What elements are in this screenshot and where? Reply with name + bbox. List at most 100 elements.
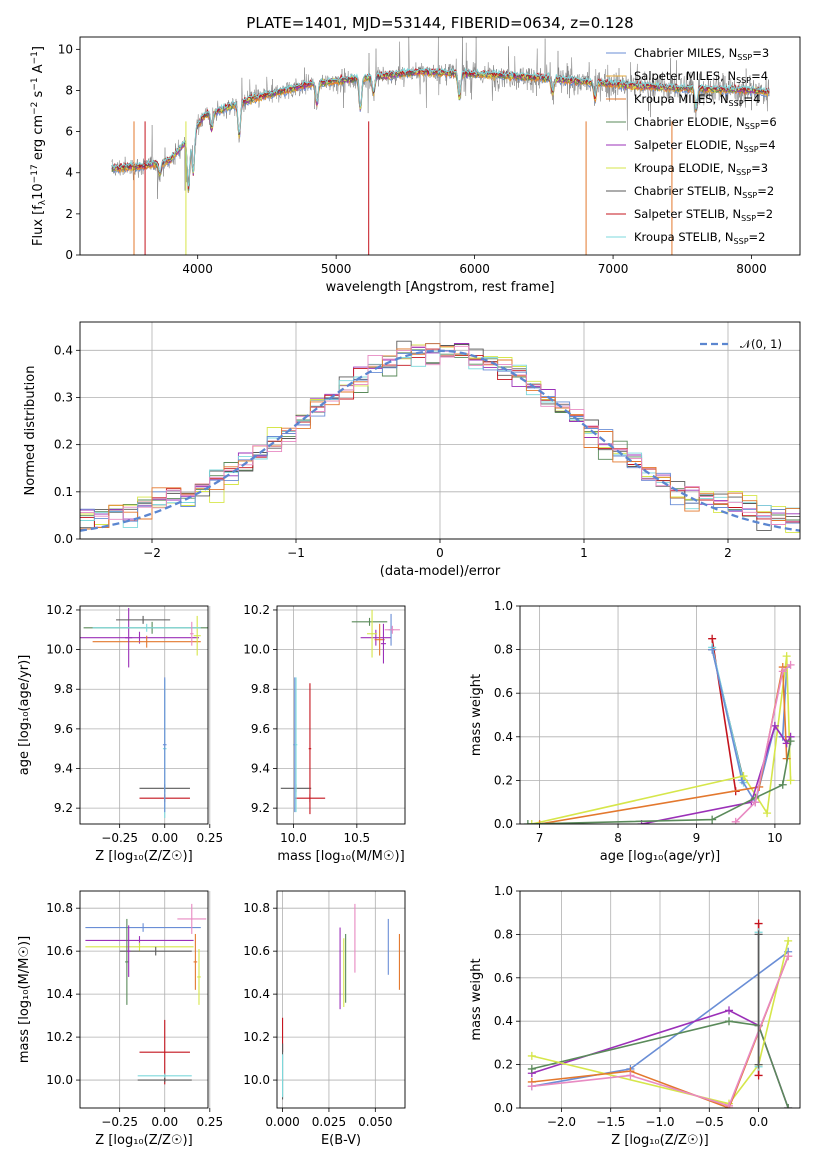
x-tick-label: 10	[767, 831, 782, 845]
plot-area	[282, 903, 400, 1100]
y-tick-label: 0.8	[494, 927, 513, 941]
plus-marker	[784, 936, 793, 945]
y-tick-label: 10.2	[243, 603, 270, 617]
axes-frame	[79, 321, 801, 540]
plus-marker	[778, 780, 787, 789]
y-tick-label: 0.2	[494, 773, 513, 787]
legend-entry: Chabrier MILES, NSSP=3	[634, 46, 769, 62]
plus-marker	[708, 815, 717, 824]
axes-frame	[519, 605, 801, 825]
x-tick-label: 5000	[321, 262, 352, 276]
x-tick-label: −1.0	[645, 1115, 674, 1129]
plus-marker	[731, 817, 740, 824]
x-tick-label: −0.25	[101, 1115, 138, 1129]
plus-marker	[737, 776, 746, 785]
mass-weight-line-pink	[735, 664, 792, 823]
axes-frame	[79, 890, 209, 1109]
x-tick-label: 0.000	[265, 1115, 299, 1129]
y-tick-label: 0.3	[54, 390, 73, 404]
y-tick-label: 0.0	[54, 532, 73, 546]
y-tick-label: 0.0	[494, 817, 513, 831]
y-tick-label: 10.0	[46, 643, 73, 657]
y-tick-label: 9.2	[251, 801, 270, 815]
y-tick-label: 0.8	[494, 643, 513, 657]
y-tick-label: 10.4	[46, 987, 73, 1001]
y-tick-label: 10.4	[243, 987, 270, 1001]
plus-marker	[784, 952, 793, 961]
chart-title: PLATE=1401, MJD=53144, FIBERID=0634, z=0…	[246, 14, 633, 32]
x-tick-label: −0.5	[695, 1115, 724, 1129]
y-tick-label: 10	[58, 42, 73, 56]
plus-marker	[786, 776, 795, 785]
y-tick-label: 0.2	[54, 438, 73, 452]
x-tick-label: 0.25	[196, 1115, 223, 1129]
spectrum-panel: 4000 5000 6000 7000 8000 0 2 4 6 8 10 PLATE=1401, M…	[30, 14, 801, 295]
x-axis-label: Z [log₁₀(Z/Z☉)]	[95, 1133, 192, 1148]
y-axis-label: mass [log₁₀(M/M☉)]	[17, 936, 32, 1063]
mass-vs-ebv-panel: 0.000 0.025 0.050 10.0 10.2 10.4 10.6 10.8 E(B-V…	[243, 890, 406, 1148]
y-axis-label: Flux [fλ10−17 erg cm−2 s−1 A−1]	[30, 46, 48, 246]
plus-marker	[725, 1017, 734, 1026]
plus-marker	[754, 1060, 763, 1069]
y-axis-label: Normed distribution	[23, 366, 38, 496]
y-tick-label: 0	[65, 248, 73, 262]
y-tick-label: 10.2	[46, 603, 73, 617]
x-tick-label: −0.25	[101, 831, 138, 845]
gaussian-reference-line	[80, 349, 800, 532]
x-axis-label: mass [log₁₀(M/M☉)]	[277, 849, 404, 864]
legend-entry: Chabrier ELODIE, NSSP=6	[634, 115, 777, 131]
axes-frame	[79, 605, 209, 825]
x-tick-label: 1	[580, 546, 588, 560]
plus-marker	[626, 1071, 635, 1080]
plus-marker	[754, 1071, 763, 1080]
x-tick-label: 0.0	[749, 1115, 768, 1129]
x-tick-label: 0.00	[151, 1115, 178, 1129]
y-tick-label: 9.4	[54, 762, 73, 776]
axes-frame	[276, 605, 406, 825]
mass-weight-line-chabrier-elodie	[531, 1020, 789, 1108]
y-tick-label: 4	[65, 166, 73, 180]
x-tick-label: 10.0	[280, 831, 307, 845]
y-tick-label: 10.8	[243, 901, 270, 915]
legend-entry: Kroupa STELIB, NSSP=2	[634, 230, 765, 246]
plus-marker	[763, 809, 772, 818]
plot-area	[80, 607, 208, 819]
y-tick-label: 9.8	[251, 682, 270, 696]
histogram-step-kroupa-miles	[80, 343, 800, 530]
plus-marker	[754, 919, 763, 928]
plus-marker	[725, 1101, 734, 1108]
y-tick-label: 6	[65, 125, 73, 139]
y-tick-label: 10.6	[243, 944, 270, 958]
plus-marker	[778, 667, 787, 676]
legend-entry: Kroupa ELODIE, NSSP=3	[634, 161, 768, 177]
mass-weight-line-chabrier-miles	[711, 649, 788, 805]
x-tick-label: −1	[287, 546, 305, 560]
plus-marker	[786, 660, 795, 669]
x-tick-label: 2	[724, 546, 732, 560]
plot-area	[80, 340, 800, 533]
plus-marker	[527, 1051, 536, 1060]
y-tick-label: 1.0	[494, 884, 513, 898]
x-tick-label: −2.0	[547, 1115, 576, 1129]
y-tick-label: 10.0	[46, 1073, 73, 1087]
y-axis-label: age [log₁₀(age/yr)]	[17, 655, 32, 776]
x-tick-label: 0	[436, 546, 444, 560]
y-tick-label: 10.8	[46, 901, 73, 915]
y-tick-label: 9.2	[54, 801, 73, 815]
x-tick-label: 0.00	[151, 831, 178, 845]
x-tick-label: 8000	[736, 262, 767, 276]
age-vs-mass-panel: 10.0 10.5 9.2 9.4 9.6 9.8 10.0 10.2 mass [log₁₀(…	[243, 603, 406, 864]
y-axis-label: mass weight	[469, 958, 484, 1040]
histogram-step-pink	[80, 345, 800, 525]
y-tick-label: 9.6	[54, 722, 73, 736]
x-axis-label: E(B-V)	[321, 1133, 361, 1148]
x-axis-label: Z [log₁₀(Z/Z☉)]	[611, 1133, 708, 1148]
legend-entry: Chabrier STELIB, NSSP=2	[634, 184, 774, 200]
y-tick-label: 10.0	[243, 1073, 270, 1087]
x-tick-label: 0.25	[196, 831, 223, 845]
axes-frame	[79, 36, 801, 256]
mass-vs-z-panel: −0.25 0.00 0.25 10.0 10.2 10.4 10.6 10.8 Z [log₁…	[17, 890, 223, 1148]
plot-area	[523, 634, 795, 824]
y-tick-label: 0.1	[54, 485, 73, 499]
